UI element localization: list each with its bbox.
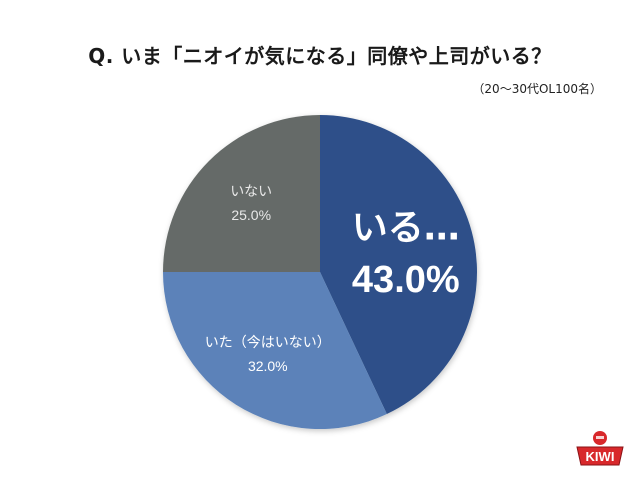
slice-label-1: いた（今はいない） [205,335,331,351]
slice-value-0: 43.0% [352,259,460,301]
logo-text: KIWI [586,449,615,464]
chart-subtitle: （20〜30代OL100名） [472,82,602,96]
pie-slice-0 [320,114,478,415]
pie-slice-1 [162,272,387,430]
pie-slice-2 [163,115,320,272]
slice-value-1: 32.0% [248,358,288,374]
slice-label-2: いない [230,184,272,200]
slice-label-0: いる… [352,207,460,248]
kiwi-logo: KIWI [576,431,624,466]
chart-title: Q. いま「ニオイが気になる」同僚や上司がいる？ [88,44,552,68]
slice-value-2: 25.0% [231,207,271,223]
